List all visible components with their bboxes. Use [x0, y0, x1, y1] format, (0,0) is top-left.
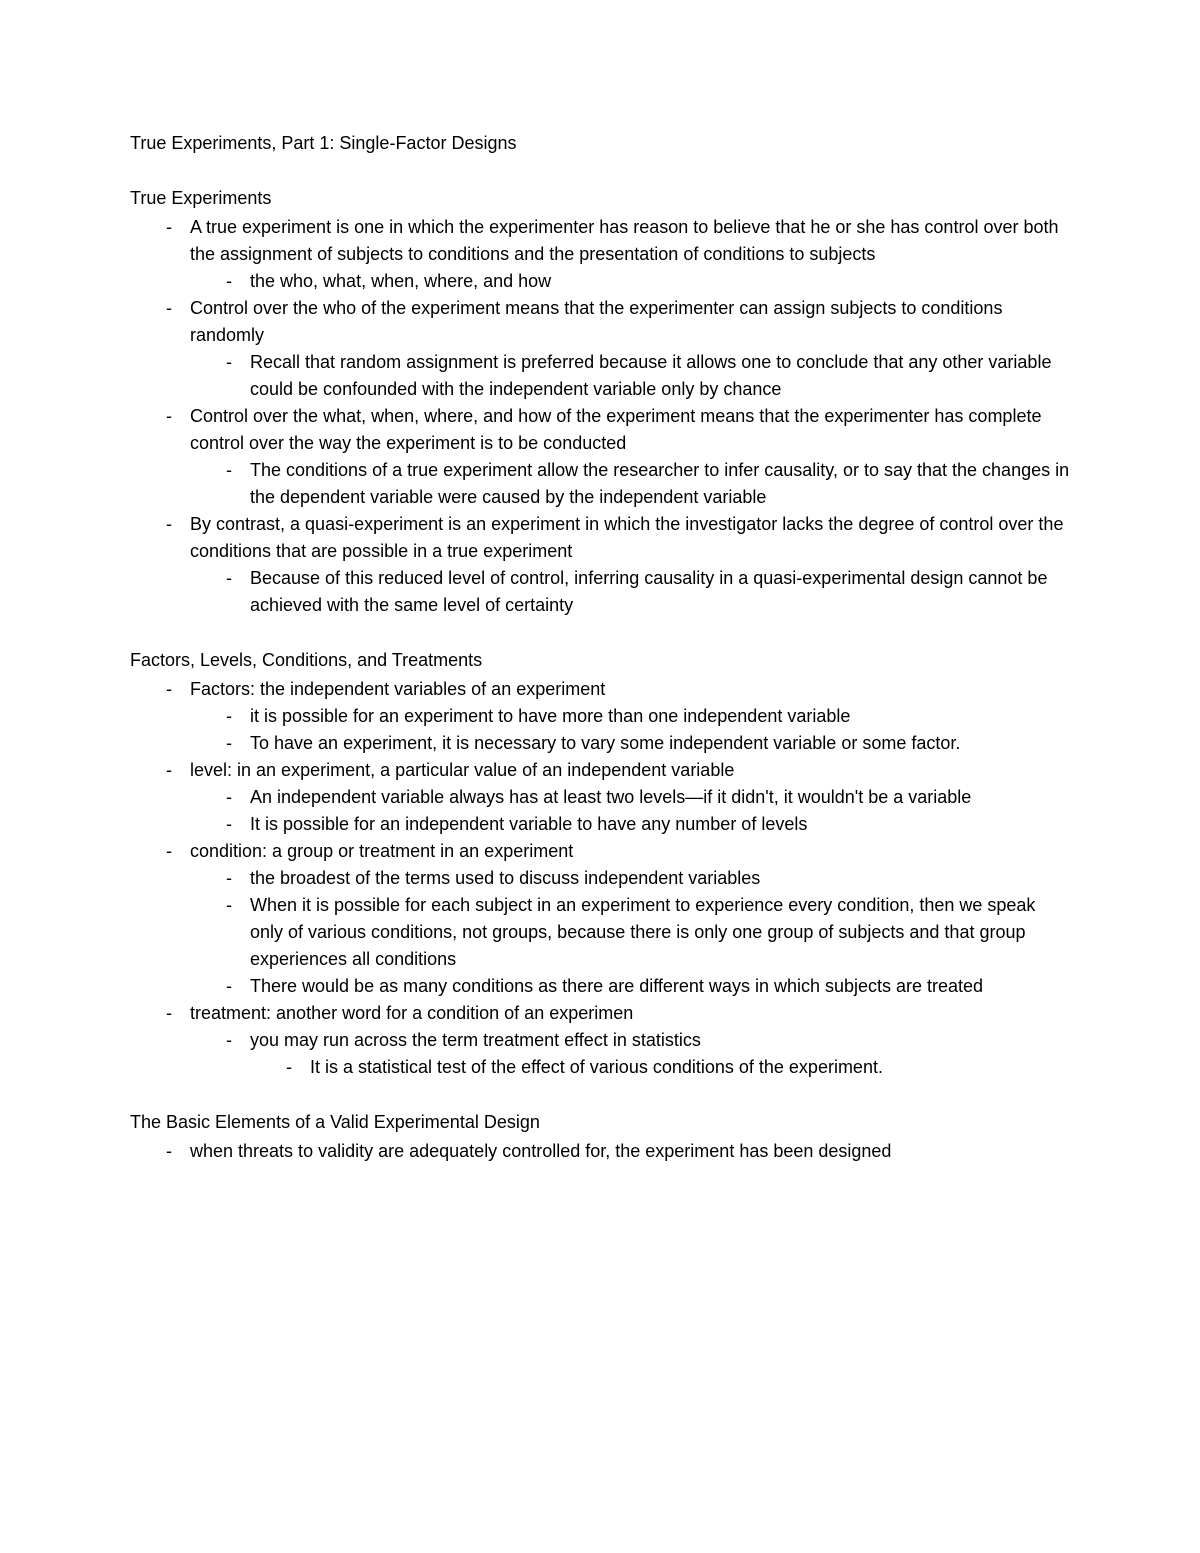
bullet-list: Factors: the independent variables of an… — [130, 676, 1070, 1081]
list-item-text: It is a statistical test of the effect o… — [310, 1057, 883, 1077]
list-item: By contrast, a quasi-experiment is an ex… — [130, 511, 1070, 619]
list-item: the broadest of the terms used to discus… — [190, 865, 1070, 892]
list-item-text: level: in an experiment, a particular va… — [190, 760, 734, 780]
list-item: level: in an experiment, a particular va… — [130, 757, 1070, 838]
list-item: Control over the what, when, where, and … — [130, 403, 1070, 511]
list-item: An independent variable always has at le… — [190, 784, 1070, 811]
page-title: True Experiments, Part 1: Single-Factor … — [130, 130, 1070, 157]
list-item: It is possible for an independent variab… — [190, 811, 1070, 838]
section: True Experiments A true experiment is one… — [130, 185, 1070, 619]
list-item-text: Because of this reduced level of control… — [250, 568, 1047, 615]
list-item-text: you may run across the term treatment ef… — [250, 1030, 701, 1050]
list-item: you may run across the term treatment ef… — [190, 1027, 1070, 1081]
list-item: The conditions of a true experiment allo… — [190, 457, 1070, 511]
list-item: treatment: another word for a condition … — [130, 1000, 1070, 1081]
section-heading: Factors, Levels, Conditions, and Treatme… — [130, 647, 1070, 674]
list-item-text: It is possible for an independent variab… — [250, 814, 807, 834]
list-item: condition: a group or treatment in an ex… — [130, 838, 1070, 1000]
list-item-text: By contrast, a quasi-experiment is an ex… — [190, 514, 1063, 561]
list-item: When it is possible for each subject in … — [190, 892, 1070, 973]
list-item: Control over the who of the experiment m… — [130, 295, 1070, 403]
list-item: Factors: the independent variables of an… — [130, 676, 1070, 757]
bullet-list: you may run across the term treatment ef… — [190, 1027, 1070, 1081]
bullet-list: The conditions of a true experiment allo… — [190, 457, 1070, 511]
list-item-text: Recall that random assignment is preferr… — [250, 352, 1051, 399]
bullet-list: the who, what, when, where, and how — [190, 268, 1070, 295]
list-item-text: When it is possible for each subject in … — [250, 895, 1035, 969]
list-item-text: Control over the what, when, where, and … — [190, 406, 1041, 453]
bullet-list: the broadest of the terms used to discus… — [190, 865, 1070, 1000]
bullet-list: Recall that random assignment is preferr… — [190, 349, 1070, 403]
list-item: It is a statistical test of the effect o… — [250, 1054, 1070, 1081]
list-item-text: condition: a group or treatment in an ex… — [190, 841, 573, 861]
list-item: when threats to validity are adequately … — [130, 1138, 1070, 1165]
list-item: To have an experiment, it is necessary t… — [190, 730, 1070, 757]
list-item: A true experiment is one in which the ex… — [130, 214, 1070, 295]
section-heading: True Experiments — [130, 185, 1070, 212]
bullet-list: A true experiment is one in which the ex… — [130, 214, 1070, 619]
list-item: There would be as many conditions as the… — [190, 973, 1070, 1000]
list-item-text: it is possible for an experiment to have… — [250, 706, 850, 726]
list-item-text: The conditions of a true experiment allo… — [250, 460, 1069, 507]
list-item-text: the who, what, when, where, and how — [250, 271, 551, 291]
bullet-list: An independent variable always has at le… — [190, 784, 1070, 838]
list-item: Recall that random assignment is preferr… — [190, 349, 1070, 403]
list-item-text: Control over the who of the experiment m… — [190, 298, 1002, 345]
list-item-text: the broadest of the terms used to discus… — [250, 868, 760, 888]
bullet-list: Because of this reduced level of control… — [190, 565, 1070, 619]
document-body: True Experiments A true experiment is one… — [130, 185, 1070, 1165]
list-item: Because of this reduced level of control… — [190, 565, 1070, 619]
section: Factors, Levels, Conditions, and Treatme… — [130, 647, 1070, 1081]
list-item-text: Factors: the independent variables of an… — [190, 679, 605, 699]
list-item-text: To have an experiment, it is necessary t… — [250, 733, 960, 753]
section-heading: The Basic Elements of a Valid Experiment… — [130, 1109, 1070, 1136]
list-item-text: when threats to validity are adequately … — [190, 1141, 891, 1161]
list-item-text: There would be as many conditions as the… — [250, 976, 983, 996]
list-item-text: An independent variable always has at le… — [250, 787, 971, 807]
section: The Basic Elements of a Valid Experiment… — [130, 1109, 1070, 1165]
list-item: it is possible for an experiment to have… — [190, 703, 1070, 730]
bullet-list: it is possible for an experiment to have… — [190, 703, 1070, 757]
bullet-list: It is a statistical test of the effect o… — [250, 1054, 1070, 1081]
list-item-text: A true experiment is one in which the ex… — [190, 217, 1059, 264]
list-item-text: treatment: another word for a condition … — [190, 1003, 633, 1023]
bullet-list: when threats to validity are adequately … — [130, 1138, 1070, 1165]
list-item: the who, what, when, where, and how — [190, 268, 1070, 295]
